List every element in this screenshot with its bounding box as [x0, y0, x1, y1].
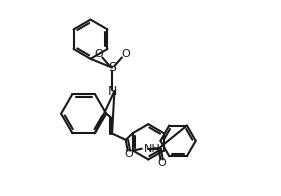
Text: NH: NH: [144, 144, 160, 154]
Text: O: O: [124, 149, 133, 159]
Text: S: S: [108, 61, 116, 74]
Text: O: O: [94, 49, 103, 59]
Text: N: N: [107, 85, 117, 98]
Text: O: O: [157, 158, 166, 168]
Text: O: O: [121, 49, 130, 59]
